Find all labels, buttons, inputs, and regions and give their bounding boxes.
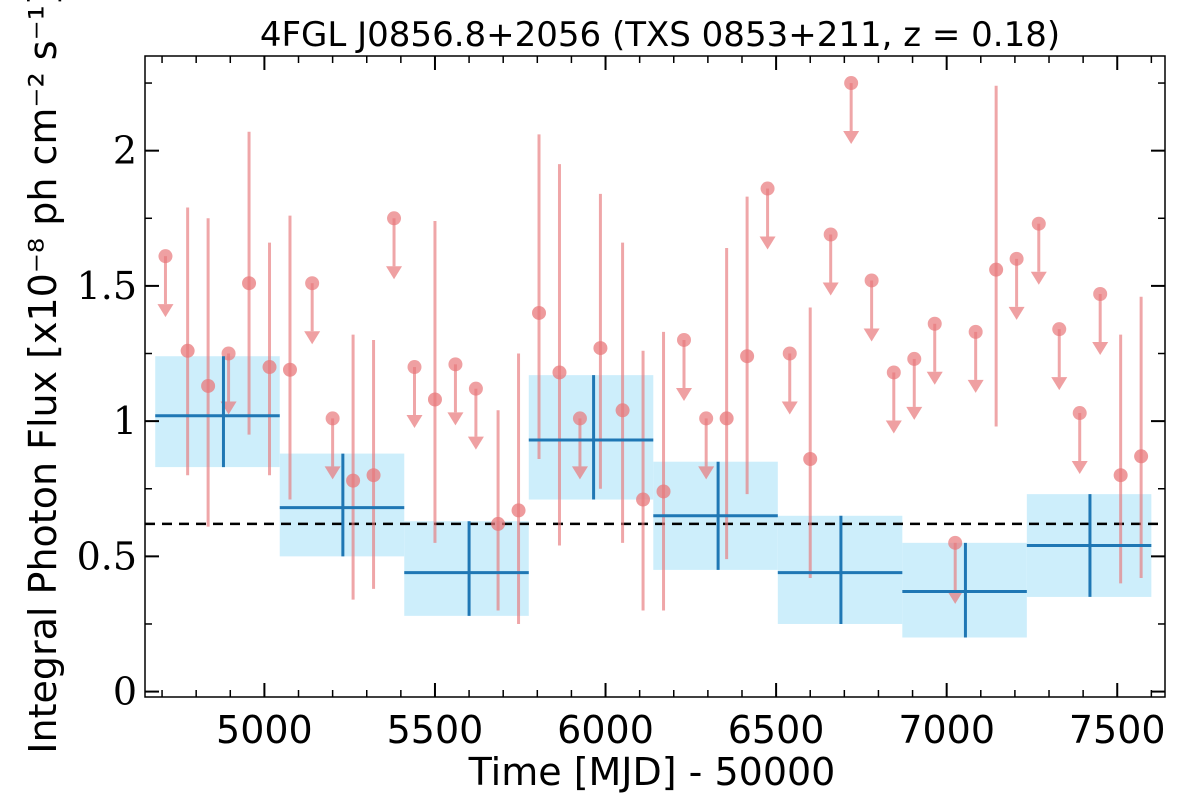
data-point xyxy=(552,365,567,380)
binned-bands xyxy=(155,356,1152,638)
upper-limit-marker xyxy=(886,365,901,380)
upper-limit-arrow xyxy=(1071,461,1088,475)
data-point xyxy=(719,411,734,426)
upper-limit-marker xyxy=(927,316,942,331)
upper-limit-arrow xyxy=(157,304,174,318)
monthly-points xyxy=(157,76,1149,624)
upper-limit-arrow xyxy=(386,266,403,280)
data-point xyxy=(636,492,651,507)
data-point xyxy=(282,362,297,377)
x-tick-label: 7000 xyxy=(898,708,995,752)
upper-limit-marker xyxy=(325,411,340,426)
upper-limit-marker xyxy=(1031,216,1046,231)
upper-limit-arrow xyxy=(759,236,776,250)
x-tick-label: 5000 xyxy=(216,708,313,752)
data-point xyxy=(989,262,1004,277)
data-point xyxy=(262,360,277,375)
upper-limit-marker xyxy=(968,324,983,339)
x-tick-label: 6000 xyxy=(557,708,654,752)
data-point xyxy=(1134,449,1149,464)
upper-limit-arrow xyxy=(843,131,860,145)
upper-limit-arrow xyxy=(1092,342,1109,356)
y-tick-label: 1.5 xyxy=(77,264,137,308)
upper-limit-marker xyxy=(782,346,797,361)
upper-limit-marker xyxy=(158,249,173,264)
upper-limit-marker xyxy=(948,535,963,550)
y-tick-label: 2 xyxy=(113,129,137,173)
upper-limit-arrow xyxy=(822,282,839,296)
upper-limit-arrow xyxy=(1051,377,1068,391)
y-tick-label: 0 xyxy=(113,670,137,714)
data-point xyxy=(491,516,506,531)
data-point xyxy=(201,378,216,393)
x-tick-label: 7500 xyxy=(1069,708,1166,752)
upper-limit-arrow xyxy=(447,412,464,426)
x-tick-label: 5500 xyxy=(387,708,484,752)
data-point xyxy=(615,403,630,418)
data-point xyxy=(656,484,671,499)
chart-title: 4FGL J0856.8+2056 (TXS 0853+211, z = 0.1… xyxy=(260,15,1060,55)
upper-limit-arrow xyxy=(1030,271,1047,285)
upper-limit-marker xyxy=(468,381,483,396)
upper-limit-marker xyxy=(305,276,320,291)
data-point xyxy=(180,343,195,358)
x-axis-label: Time [MJD] - 50000 xyxy=(468,750,836,794)
upper-limit-arrow xyxy=(467,436,484,450)
upper-limit-marker xyxy=(407,360,422,375)
upper-limit-arrow xyxy=(571,466,588,480)
binned-band xyxy=(404,521,529,616)
data-point xyxy=(803,451,818,466)
data-point xyxy=(740,349,755,364)
upper-limit-marker xyxy=(1052,322,1067,337)
plot-frame xyxy=(144,55,1166,698)
upper-limit-marker xyxy=(221,346,236,361)
upper-limit-arrow xyxy=(863,328,880,342)
upper-limit-marker xyxy=(676,332,691,347)
upper-limit-marker xyxy=(864,273,879,288)
upper-limit-marker xyxy=(1009,251,1024,266)
data-point xyxy=(511,503,526,518)
binned-band xyxy=(528,375,654,500)
data-point xyxy=(427,392,442,407)
data-point xyxy=(242,276,257,291)
y-tick-label: 1 xyxy=(113,399,137,443)
upper-limit-arrow xyxy=(324,466,341,480)
upper-limit-arrow xyxy=(926,371,943,385)
upper-limit-arrow xyxy=(304,331,321,345)
axis-ticks: 5000 5500 6000 6500 7000 7500 0 0.5 1 1.5 2 xyxy=(77,56,1166,752)
upper-limit-marker xyxy=(572,411,587,426)
x-tick-label: 6500 xyxy=(728,708,825,752)
upper-limit-marker xyxy=(387,211,402,226)
data-point xyxy=(366,468,381,483)
upper-limit-arrow xyxy=(675,387,692,401)
upper-limit-marker xyxy=(699,411,714,426)
upper-limit-arrow xyxy=(781,401,798,415)
upper-limit-marker xyxy=(907,351,922,366)
data-point xyxy=(1113,468,1128,483)
upper-limit-arrow xyxy=(885,420,902,434)
y-axis-label: Integral Photon Flux [x10⁻⁸ ph cm⁻² s⁻¹] xyxy=(21,0,65,754)
data-point xyxy=(532,305,547,320)
upper-limit-arrow xyxy=(906,406,923,420)
upper-limit-arrow xyxy=(698,466,715,480)
data-point xyxy=(593,341,608,356)
upper-limit-marker xyxy=(760,181,775,196)
upper-limit-arrow xyxy=(406,415,423,429)
data-point xyxy=(346,473,361,488)
binned-band xyxy=(155,356,280,468)
upper-limit-marker xyxy=(823,227,838,242)
y-tick-label: 0.5 xyxy=(77,534,137,578)
upper-limit-marker xyxy=(1093,287,1108,302)
upper-limit-arrow xyxy=(947,590,964,604)
upper-limit-arrow xyxy=(1008,306,1025,320)
upper-limit-marker xyxy=(448,357,463,372)
upper-limit-arrow xyxy=(967,379,984,393)
binned-points xyxy=(155,356,1152,638)
upper-limit-marker xyxy=(1072,406,1087,421)
upper-limit-marker xyxy=(844,76,859,91)
